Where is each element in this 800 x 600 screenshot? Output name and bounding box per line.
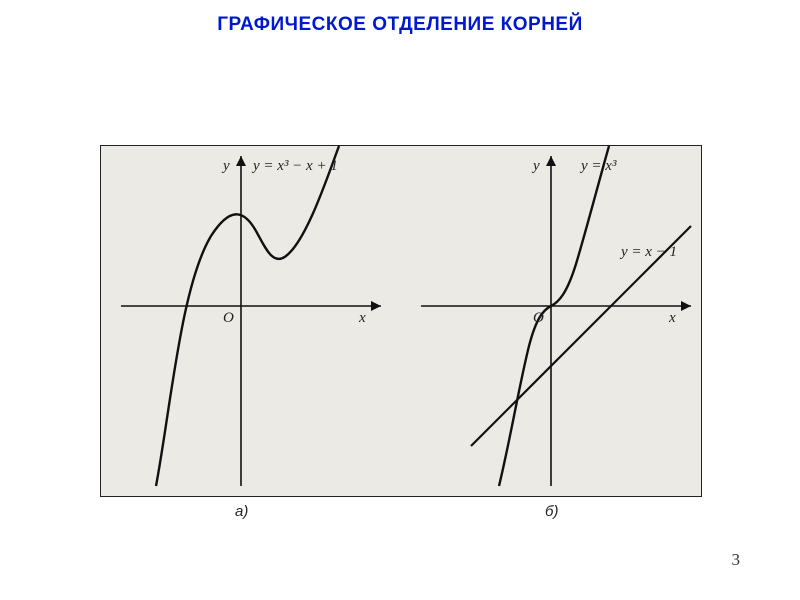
- panel-b-y-arrow: [546, 156, 556, 166]
- panel-b-x-arrow: [681, 301, 691, 311]
- panel-a-x-label: x: [359, 310, 366, 327]
- panel-b-y-label: y: [533, 158, 540, 175]
- figure-container: y y = x³ − x + 1 O x y y = x³ y = x − 1 …: [100, 145, 702, 497]
- page-title: ГРАФИЧЕСКОЕ ОТДЕЛЕНИЕ КОРНЕЙ: [0, 14, 800, 36]
- panel-b-origin: O: [533, 310, 544, 327]
- panel-a-curve: [156, 146, 339, 486]
- panel-b-label: б): [545, 503, 558, 520]
- panel-b-cubic: [499, 146, 609, 486]
- panel-a-x-arrow: [371, 301, 381, 311]
- page-number: 3: [732, 550, 741, 570]
- panel-b-eq1: y = x³: [581, 158, 616, 175]
- panel-a-y-label: y: [223, 158, 230, 175]
- plot-svg: [101, 146, 701, 496]
- panel-a-equation: y = x³ − x + 1: [253, 158, 338, 175]
- panel-b-x-label: x: [669, 310, 676, 327]
- panel-a-label: а): [235, 503, 248, 520]
- panel-b-eq2: y = x − 1: [621, 244, 677, 261]
- panel-a-y-arrow: [236, 156, 246, 166]
- panel-a-origin: O: [223, 310, 234, 327]
